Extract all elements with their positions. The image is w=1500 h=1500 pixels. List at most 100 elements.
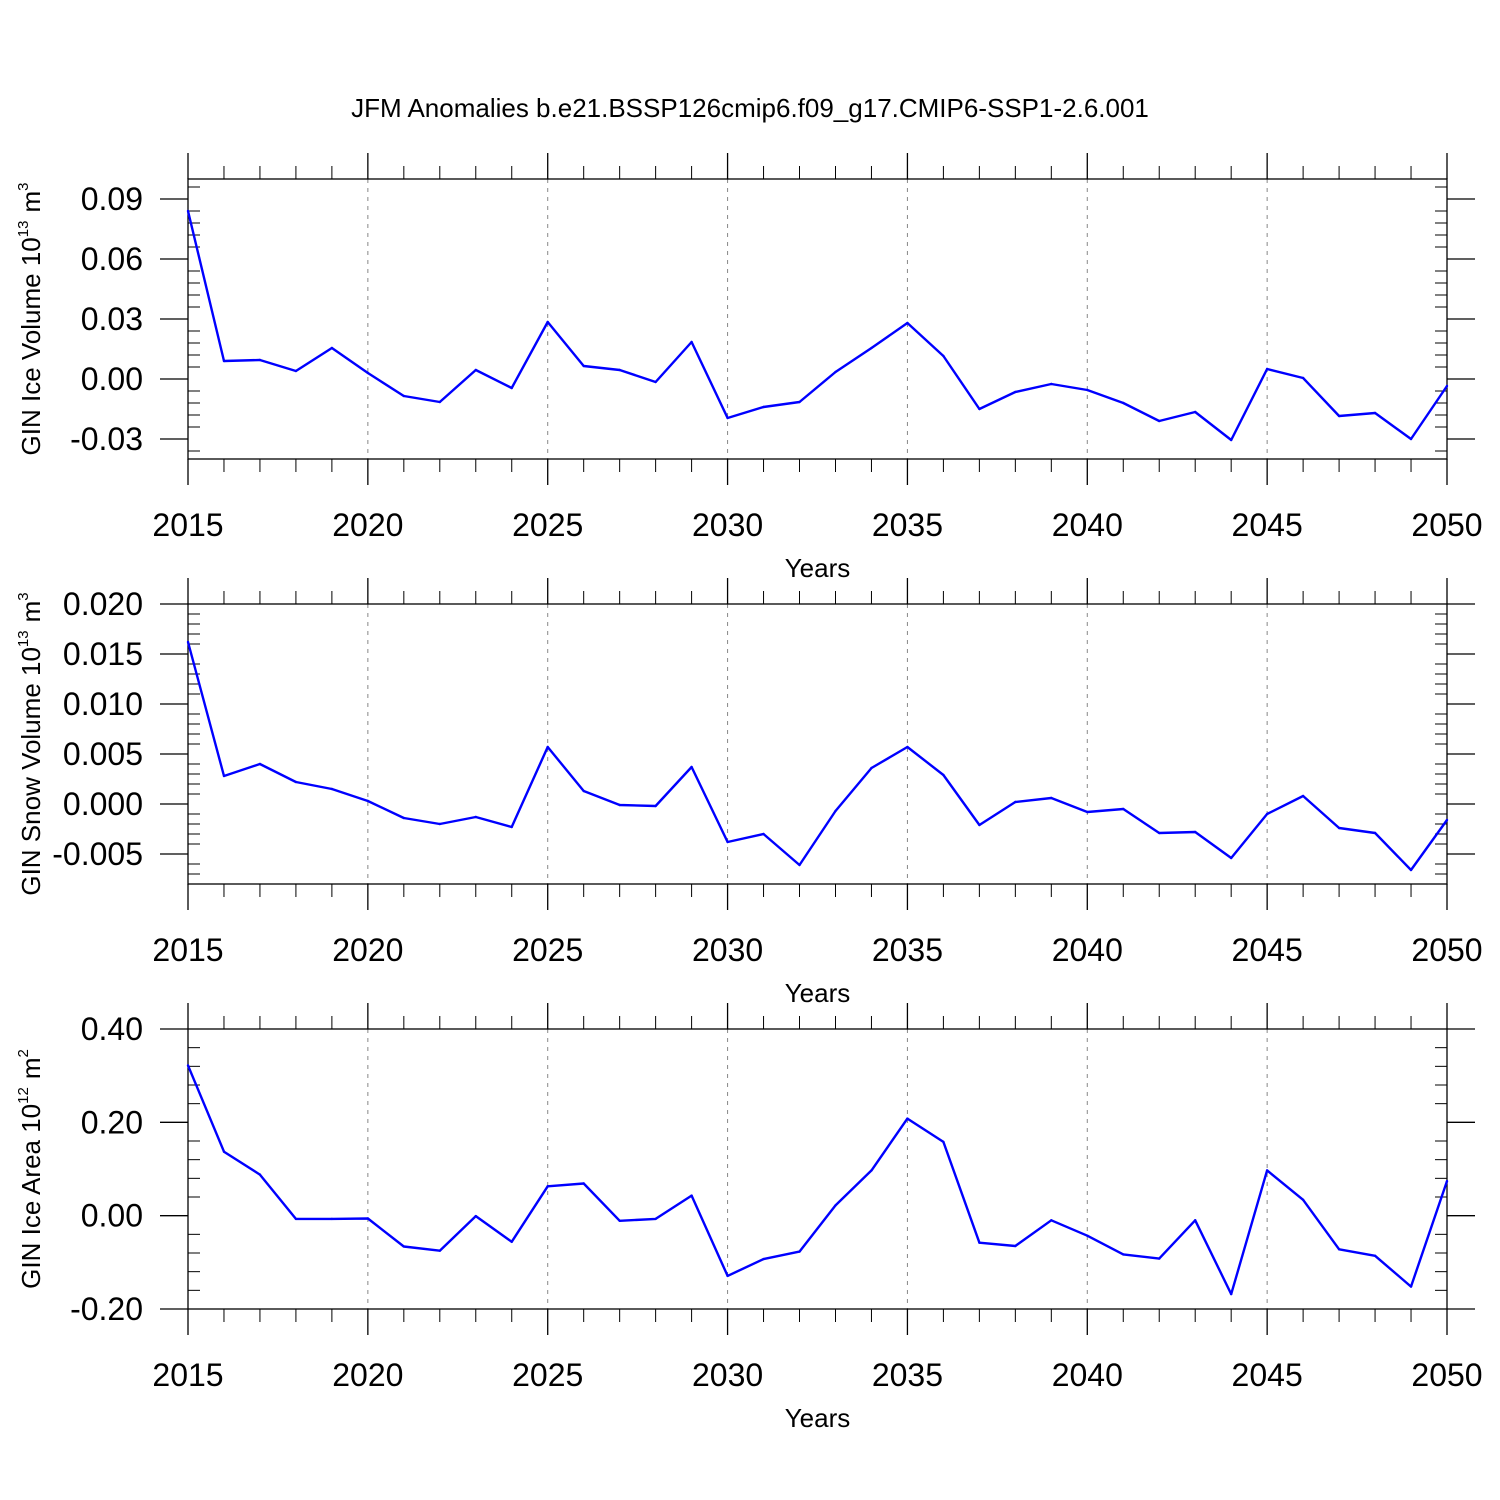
y-tick-label: 0.010 <box>63 686 143 722</box>
y-axis-label-part: m <box>16 601 46 623</box>
data-point <box>1122 1253 1125 1256</box>
data-point <box>1229 1292 1233 1296</box>
x-tick-label: 2050 <box>1411 1357 1482 1393</box>
y-axis-label-part: GIN Ice Volume 10 <box>16 237 46 455</box>
data-point <box>1050 796 1053 800</box>
data-point <box>510 386 513 390</box>
data-point <box>1122 401 1125 405</box>
data-point <box>798 400 801 404</box>
y-axis-label-superscript: 3 <box>15 183 32 191</box>
y-axis-label: GIN Ice Volume 1013 m3 <box>15 183 46 456</box>
data-point <box>1194 1219 1197 1222</box>
y-ticks <box>160 186 1475 452</box>
data-point <box>222 1150 226 1153</box>
data-point <box>582 789 585 793</box>
data-point <box>474 1214 477 1218</box>
data-point <box>1158 419 1161 423</box>
y-ticks <box>160 1028 1475 1310</box>
data-point <box>1445 1179 1449 1183</box>
y-tick-label: 0.06 <box>81 241 143 277</box>
x-tick-label: 2015 <box>152 1357 223 1393</box>
x-tick-label: 2045 <box>1232 932 1303 968</box>
data-point <box>186 1064 190 1067</box>
panels: -0.03 0.00 0.03 0.06 0.09 2015 2020 2025 2030 203… <box>15 153 1483 1433</box>
y-tick-label: 0.03 <box>81 301 143 337</box>
data-point <box>942 1140 945 1144</box>
data-point <box>1409 1285 1413 1288</box>
data-point <box>186 640 190 644</box>
data-point <box>654 804 657 808</box>
data-point <box>1301 794 1305 798</box>
data-point <box>258 762 262 766</box>
plot-frame <box>187 178 1448 460</box>
data-point <box>942 354 945 358</box>
x-ticks <box>187 153 1448 485</box>
data-point <box>402 816 406 820</box>
x-tick-label: 2020 <box>332 507 403 543</box>
y-axis-label-part: GIN Ice Area 10 <box>16 1104 46 1289</box>
data-point <box>1337 1248 1341 1251</box>
data-point <box>582 364 585 368</box>
data-point <box>1194 410 1197 414</box>
x-ticks <box>187 578 1448 910</box>
data-point <box>1158 831 1161 835</box>
data-point <box>1445 384 1449 388</box>
data-point <box>1337 826 1341 830</box>
data-point <box>546 1185 549 1188</box>
y-tick-label: 0.00 <box>81 1198 143 1234</box>
data-point <box>1158 1257 1161 1260</box>
data-point <box>1086 810 1089 814</box>
x-tick-label: 2025 <box>512 1357 583 1393</box>
y-ticks <box>160 603 1475 885</box>
data-point <box>726 1274 729 1278</box>
plot-frame <box>187 603 1448 885</box>
y-axis-label-superscript: 13 <box>15 221 32 238</box>
data-point <box>330 787 334 791</box>
data-point <box>1409 868 1413 872</box>
figure-title: JFM Anomalies b.e21.BSSP126cmip6.f09_g17… <box>351 93 1149 123</box>
data-point <box>510 825 513 829</box>
y-tick-label: 0.00 <box>81 361 143 397</box>
data-point <box>438 400 441 404</box>
data-point <box>1086 388 1089 392</box>
series-line <box>186 1064 1449 1296</box>
data-point <box>906 321 909 325</box>
x-tick-label: 2035 <box>872 507 943 543</box>
data-point <box>870 766 873 770</box>
x-tick-label: 2020 <box>332 932 403 968</box>
x-ticks <box>187 1003 1448 1335</box>
x-tick-label: 2035 <box>872 932 943 968</box>
x-tick-label: 2040 <box>1052 507 1123 543</box>
x-tick-label: 2030 <box>692 1357 763 1393</box>
data-point <box>618 1219 621 1223</box>
data-point <box>186 209 190 213</box>
data-point <box>834 1204 837 1207</box>
x-tick-label: 2050 <box>1411 507 1482 543</box>
data-point <box>906 745 909 749</box>
x-tick-label: 2025 <box>512 507 583 543</box>
plot-frame <box>187 1028 1448 1310</box>
data-point <box>222 774 226 778</box>
data-point <box>258 358 262 362</box>
y-axis-label-part: m <box>16 191 46 213</box>
data-point <box>474 815 477 819</box>
x-tick-label: 2025 <box>512 932 583 968</box>
x-tick-label: 2040 <box>1052 1357 1123 1393</box>
data-point <box>1014 800 1017 804</box>
data-point <box>690 765 693 769</box>
panel-3: -0.20 0.00 0.20 0.40 2015 2020 2025 2030 2035 204… <box>15 1003 1483 1433</box>
data-point <box>1409 437 1413 441</box>
data-point <box>1445 818 1449 822</box>
data-point <box>654 380 657 384</box>
x-tick-label: 2045 <box>1232 1357 1303 1393</box>
data-point <box>762 832 765 836</box>
data-point <box>294 780 298 784</box>
x-tick-label: 2045 <box>1232 507 1303 543</box>
panel-1: -0.03 0.00 0.03 0.06 0.09 2015 2020 2025 2030 203… <box>15 153 1483 583</box>
data-point <box>330 1217 334 1221</box>
data-point <box>906 1117 909 1120</box>
data-point <box>474 368 477 372</box>
y-tick-label: 0.20 <box>81 1104 143 1140</box>
data-point <box>1050 1219 1053 1222</box>
